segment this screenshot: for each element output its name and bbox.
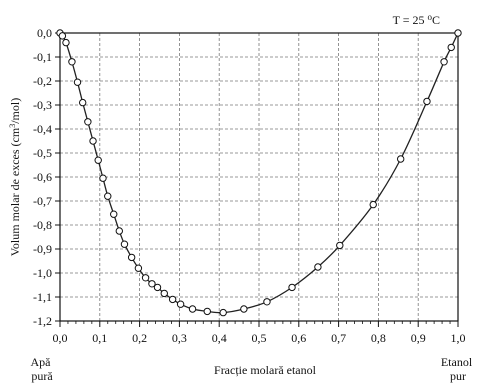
- data-point: [288, 283, 296, 292]
- y-tick-label: -0,2: [33, 74, 52, 88]
- x-tick-label: 0,3: [172, 331, 187, 345]
- data-point: [454, 29, 462, 37]
- data-point: [314, 263, 322, 271]
- y-tick-label: -0,8: [33, 218, 52, 232]
- plot-frame: [59, 32, 459, 322]
- data-point: [120, 240, 129, 248]
- x-tick-label: 0,9: [411, 331, 426, 345]
- x-axis-label: Fracție molară etanol: [214, 363, 317, 377]
- data-point: [188, 305, 197, 313]
- y-tick-label: -0,9: [33, 242, 52, 256]
- x-tick-label: 0,2: [132, 331, 147, 345]
- data-point: [396, 155, 405, 163]
- y-tick-label: -1,1: [33, 290, 52, 304]
- x-tick-label: 0,4: [212, 331, 227, 345]
- data-point: [78, 98, 87, 107]
- axis-labels: 0,0 0,1 0,2 0,3 0,4 0,5 0,6 0,7 0,8 0,9 1,0 0,0 -0,1…: [33, 26, 466, 345]
- data-point: [104, 192, 112, 200]
- data-point: [168, 295, 177, 304]
- data-point: [160, 289, 168, 298]
- x-end-label-left: Apă pură: [31, 355, 54, 383]
- y-tick-label: -1,0: [33, 266, 52, 280]
- x-tick-label: 0,6: [291, 331, 306, 345]
- data-points: [56, 29, 462, 317]
- y-axis-label: Volum molar de exces (cm3/mol): [8, 98, 22, 256]
- y-tick-label: -0,6: [33, 170, 52, 184]
- data-point: [423, 97, 431, 106]
- data-point: [240, 305, 248, 313]
- y-tick-label: -0,5: [33, 146, 52, 160]
- y-tick-label: -1,2: [33, 314, 52, 328]
- data-point: [219, 308, 227, 317]
- data-point: [447, 43, 455, 52]
- x-tick-label: 0,8: [371, 331, 386, 345]
- data-point: [99, 174, 107, 182]
- axis-ticks: [55, 32, 459, 327]
- data-point: [94, 156, 102, 164]
- data-point: [263, 298, 271, 306]
- data-point: [153, 283, 162, 292]
- data-point: [58, 32, 67, 40]
- data-point: [62, 38, 70, 47]
- y-tick-label: -0,1: [33, 50, 52, 64]
- data-point: [84, 118, 92, 126]
- data-point: [73, 78, 82, 86]
- data-point: [68, 58, 76, 66]
- data-point: [127, 253, 136, 262]
- x-tick-label: 0,0: [53, 331, 68, 345]
- x-tick-label: 0,7: [331, 331, 346, 345]
- data-point: [89, 137, 97, 145]
- y-tick-label: -0,7: [33, 194, 52, 208]
- data-point: [141, 274, 150, 282]
- data-point: [336, 241, 344, 250]
- data-point: [148, 280, 156, 288]
- data-point: [110, 210, 118, 218]
- temperature-annotation: T = 25 oC: [393, 12, 440, 27]
- x-tick-label: 1,0: [451, 331, 466, 345]
- y-tick-label: 0,0: [37, 26, 52, 40]
- data-point: [440, 58, 448, 66]
- grid: [60, 33, 458, 321]
- data-point: [369, 200, 377, 209]
- data-point: [203, 307, 211, 316]
- x-tick-label: 0,5: [252, 331, 267, 345]
- y-tick-label: -0,3: [33, 98, 52, 112]
- y-tick-label: -0,4: [33, 122, 52, 136]
- data-point: [176, 300, 185, 308]
- x-end-label-right: Etanol pur: [441, 355, 475, 383]
- x-tick-label: 0,1: [92, 331, 107, 345]
- data-point: [115, 227, 124, 235]
- data-point: [134, 264, 143, 272]
